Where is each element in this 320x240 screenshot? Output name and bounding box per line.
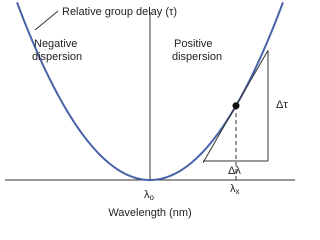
subscript: x — [236, 187, 240, 196]
lambda-o-label: λo — [144, 189, 155, 202]
symbol: λ — [230, 183, 236, 195]
x-axis-label: Wavelength (nm) — [108, 207, 191, 219]
delta-tau-label: Δτ — [276, 99, 288, 111]
diagram: Relative group delay (τ) Negative disper… — [5, 1, 295, 219]
negative-label: Negative — [34, 38, 77, 50]
lambda-x-label: λx — [230, 183, 240, 196]
tangent-point — [232, 102, 240, 110]
leader-line — [34, 10, 59, 31]
delta-lambda-label: Δλ — [228, 165, 241, 177]
subscript: o — [150, 193, 155, 202]
positive-label: dispersion — [172, 51, 222, 63]
symbol: λ — [144, 189, 150, 201]
positive-label: Positive — [174, 38, 213, 50]
negative-label: dispersion — [32, 51, 82, 63]
curve-label: Relative group delay (τ) — [62, 6, 177, 18]
